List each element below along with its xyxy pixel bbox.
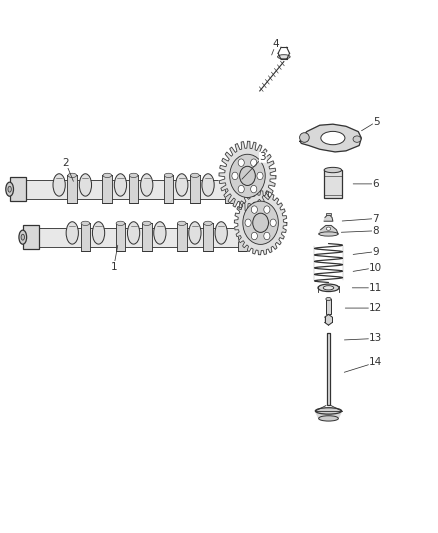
Ellipse shape: [92, 222, 105, 244]
Ellipse shape: [326, 227, 331, 230]
Text: 6: 6: [372, 179, 379, 189]
Polygon shape: [234, 191, 287, 255]
Ellipse shape: [6, 182, 14, 196]
Ellipse shape: [278, 55, 290, 59]
Circle shape: [240, 166, 255, 185]
Circle shape: [251, 159, 257, 166]
Circle shape: [264, 206, 270, 213]
Text: 4: 4: [272, 39, 279, 49]
Bar: [23, 225, 39, 249]
Bar: [324, 170, 342, 198]
Ellipse shape: [319, 232, 338, 236]
Circle shape: [243, 201, 279, 245]
Ellipse shape: [19, 230, 27, 244]
Text: 14: 14: [369, 358, 382, 367]
Text: 2: 2: [62, 158, 69, 167]
Ellipse shape: [191, 173, 199, 177]
Ellipse shape: [318, 416, 338, 421]
Bar: [164, 175, 173, 203]
Ellipse shape: [202, 174, 214, 196]
Ellipse shape: [318, 284, 339, 292]
Circle shape: [264, 232, 270, 240]
Circle shape: [238, 185, 244, 193]
Ellipse shape: [177, 221, 186, 225]
Ellipse shape: [239, 221, 247, 225]
Bar: [177, 223, 187, 251]
Ellipse shape: [127, 222, 140, 244]
Ellipse shape: [114, 174, 127, 196]
Circle shape: [245, 219, 251, 227]
Bar: [102, 175, 112, 203]
Circle shape: [230, 154, 265, 198]
Bar: [142, 223, 152, 251]
Ellipse shape: [189, 222, 201, 244]
Circle shape: [238, 159, 244, 166]
Text: 12: 12: [369, 303, 382, 313]
Ellipse shape: [68, 173, 77, 177]
Circle shape: [251, 206, 258, 213]
Bar: [238, 223, 248, 251]
Bar: [326, 299, 331, 314]
Ellipse shape: [215, 222, 227, 244]
Text: 9: 9: [372, 247, 379, 256]
Circle shape: [232, 172, 238, 180]
Polygon shape: [324, 215, 333, 221]
Circle shape: [251, 232, 258, 240]
Text: 8: 8: [372, 226, 379, 236]
Ellipse shape: [129, 173, 138, 177]
Text: 13: 13: [369, 334, 382, 343]
Bar: [129, 175, 138, 203]
Polygon shape: [319, 225, 338, 234]
Circle shape: [324, 314, 333, 325]
Bar: [190, 175, 200, 203]
Polygon shape: [300, 124, 361, 152]
Polygon shape: [315, 411, 342, 419]
Bar: [318, 286, 339, 290]
Ellipse shape: [204, 221, 212, 225]
Ellipse shape: [21, 235, 25, 240]
Polygon shape: [219, 141, 276, 211]
Ellipse shape: [116, 221, 125, 225]
Ellipse shape: [142, 221, 151, 225]
Text: 10: 10: [369, 263, 382, 272]
Ellipse shape: [81, 221, 90, 225]
Text: 1: 1: [110, 262, 117, 271]
Text: 7: 7: [372, 214, 379, 223]
Circle shape: [257, 172, 263, 180]
Ellipse shape: [8, 187, 11, 192]
Bar: [327, 333, 330, 405]
Ellipse shape: [324, 167, 342, 173]
Bar: [39, 228, 263, 247]
Bar: [225, 175, 235, 203]
Ellipse shape: [315, 408, 342, 414]
Bar: [67, 175, 77, 203]
Circle shape: [253, 213, 268, 232]
Text: 5: 5: [373, 117, 380, 126]
Circle shape: [251, 185, 257, 193]
Ellipse shape: [176, 174, 188, 196]
Ellipse shape: [154, 222, 166, 244]
Ellipse shape: [300, 133, 309, 142]
Ellipse shape: [164, 173, 173, 177]
Ellipse shape: [353, 136, 361, 142]
Ellipse shape: [53, 174, 65, 196]
Bar: [10, 177, 26, 201]
Ellipse shape: [326, 297, 331, 301]
Circle shape: [270, 219, 276, 227]
Ellipse shape: [141, 174, 153, 196]
Ellipse shape: [226, 173, 234, 177]
Text: 11: 11: [369, 283, 382, 293]
Bar: [326, 213, 331, 215]
Text: 3: 3: [259, 152, 266, 162]
Bar: [81, 223, 90, 251]
Ellipse shape: [66, 222, 78, 244]
Ellipse shape: [323, 286, 334, 290]
Ellipse shape: [103, 173, 112, 177]
Ellipse shape: [79, 174, 92, 196]
Ellipse shape: [321, 132, 345, 145]
Bar: [203, 223, 213, 251]
Bar: [116, 223, 125, 251]
Bar: [26, 180, 254, 199]
